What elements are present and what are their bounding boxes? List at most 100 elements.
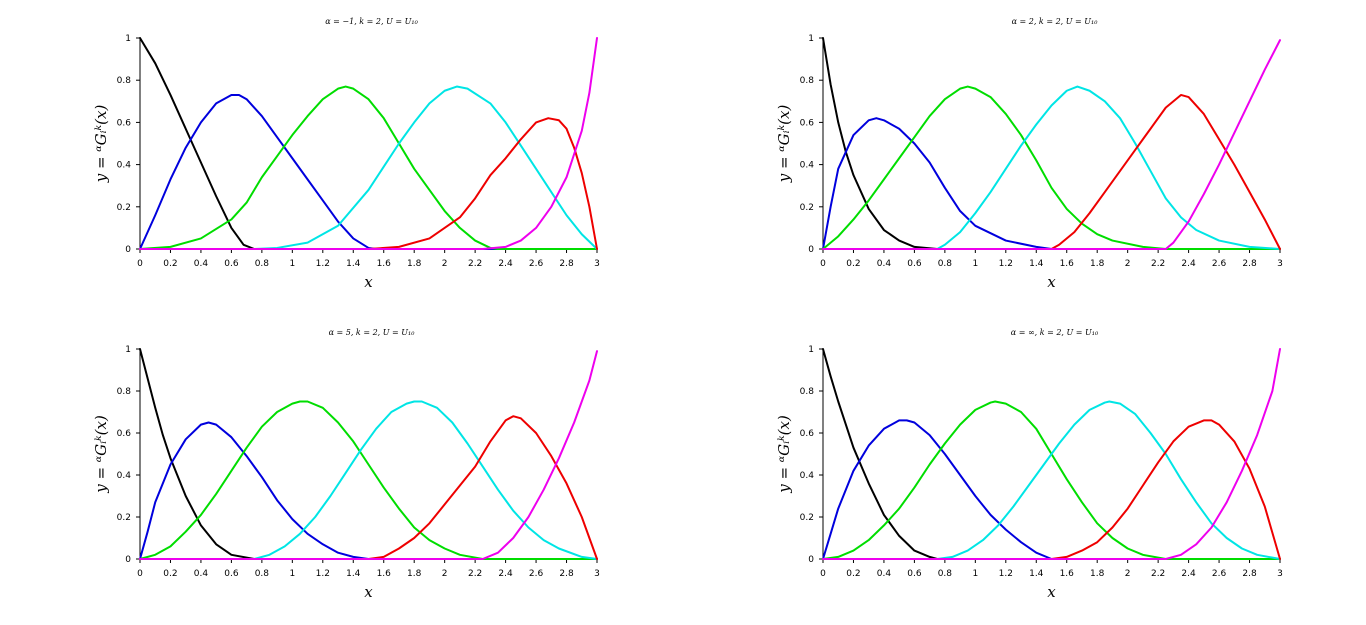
y-tick-label: 0.2 [800,513,814,523]
x-tick-label: 2.6 [1212,259,1227,269]
y-axis-label: y = ᵅGᵢᵏ(x) [92,415,110,494]
x-tick-label: 2.8 [1242,569,1257,579]
x-tick-label: 2.2 [468,569,482,579]
x-tick-label: 2.4 [1181,569,1196,579]
x-tick-label: 1.2 [316,259,330,269]
x-tick-label: 0.8 [938,259,953,269]
x-tick-label: 0.4 [877,259,892,269]
y-tick-label: 0.4 [800,471,815,481]
y-tick-label: 0.6 [117,118,132,128]
x-tick-label: 3 [1277,259,1283,269]
x-tick-label: 1.8 [407,259,422,269]
y-tick-label: 1 [808,34,814,44]
x-tick-label: 0 [137,259,143,269]
series-line-3 [822,85,1281,250]
series-line-6 [139,37,598,250]
x-tick-label: 1.2 [999,569,1013,579]
x-tick-label: 0.8 [255,259,270,269]
x-tick-label: 2.6 [529,259,544,269]
x-tick-label: 1.4 [1029,569,1044,579]
series-line-4 [822,400,1281,560]
y-tick-label: 0 [125,245,131,255]
series-line-2 [822,117,1281,250]
x-tick-label: 0 [820,259,826,269]
x-tick-label: 2.8 [559,259,574,269]
x-tick-label: 0.4 [877,569,892,579]
series-line-2 [822,419,1281,560]
y-tick-label: 0.2 [117,203,131,213]
series-line-1 [139,37,598,250]
x-tick-label: 3 [594,569,600,579]
y-tick-label: 0.6 [800,429,815,439]
x-tick-label: 1.4 [346,259,361,269]
series-line-2 [139,93,598,250]
y-axis-label: y = ᵅGᵢᵏ(x) [775,105,793,184]
x-tick-label: 1.6 [377,569,392,579]
x-tick-label: 0 [820,569,826,579]
x-tick-label: 1 [972,569,978,579]
x-tick-label: 0.8 [938,569,953,579]
y-tick-label: 0.8 [800,387,815,397]
series-line-3 [139,85,598,250]
x-tick-label: 2.2 [1151,569,1165,579]
series-line-6 [139,350,598,560]
x-tick-label: 1.8 [1090,259,1105,269]
subplot-title: α = 5, k = 2, U = U₁₀ [329,328,416,337]
y-tick-label: 0.6 [117,429,132,439]
series-line-1 [822,37,1281,250]
subplot-title: α = 2, k = 2, U = U₁₀ [1012,17,1099,26]
x-axis-label: x [1047,273,1056,291]
y-tick-label: 1 [125,34,131,44]
x-tick-label: 1.8 [1090,569,1105,579]
x-tick-label: 1.2 [999,259,1013,269]
x-tick-label: 0.6 [224,259,239,269]
series-line-5 [822,93,1281,250]
series-line-1 [822,348,1281,560]
series-line-1 [139,348,598,560]
y-tick-label: 0.2 [117,513,131,523]
x-tick-label: 1 [289,569,295,579]
subplot-1: α = −1, k = 2, U = U₁₀ 0 0.2 0.4 0.6 0.8 1 1.2 1… [92,17,600,291]
series-line-3 [822,400,1281,560]
x-tick-label: 2.6 [1212,569,1227,579]
x-tick-label: 1.6 [1060,569,1075,579]
y-tick-label: 1 [125,345,131,355]
series-line-4 [139,400,598,560]
x-tick-label: 2 [442,259,448,269]
x-tick-label: 0.2 [163,259,177,269]
x-tick-label: 2.2 [1151,259,1165,269]
x-tick-label: 1.6 [377,259,392,269]
x-axis-label: x [364,273,373,291]
y-tick-label: 0.8 [117,387,132,397]
series-line-5 [822,419,1281,560]
x-tick-label: 2.2 [468,259,482,269]
series-line-4 [139,85,598,250]
x-tick-label: 2 [1125,569,1131,579]
x-tick-label: 0.2 [163,569,177,579]
y-tick-label: 0.8 [117,76,132,86]
series-line-3 [139,400,598,560]
subplot-2: α = 2, k = 2, U = U₁₀ 0 0.2 0.4 0.6 0.8 1 1.2 1.… [775,17,1283,291]
x-tick-label: 1.8 [407,569,422,579]
x-tick-label: 2.8 [559,569,574,579]
y-tick-label: 0.6 [800,118,815,128]
x-tick-label: 0.6 [907,569,922,579]
x-tick-label: 2 [442,569,448,579]
subplot-4: α = ∞, k = 2, U = U₁₀ 0 0.2 0.4 0.6 0.8 1 1.2 1.… [775,328,1283,601]
subplot-3: α = 5, k = 2, U = U₁₀ 0 0.2 0.4 0.6 0.8 1 1.2 1.… [92,328,600,601]
y-tick-label: 0.8 [800,76,815,86]
x-tick-label: 3 [1277,569,1283,579]
x-axis-label: x [1047,583,1056,601]
x-tick-label: 0.4 [194,569,209,579]
series-line-6 [822,348,1281,560]
x-tick-label: 3 [594,259,600,269]
y-axis-label: y = ᵅGᵢᵏ(x) [92,105,110,184]
series-line-4 [822,85,1281,250]
y-tick-label: 0.4 [117,471,132,481]
y-tick-label: 0.2 [800,203,814,213]
y-axis-label: y = ᵅGᵢᵏ(x) [775,415,793,494]
x-tick-label: 1.2 [316,569,330,579]
x-tick-label: 0 [137,569,143,579]
y-tick-label: 0 [808,245,814,255]
